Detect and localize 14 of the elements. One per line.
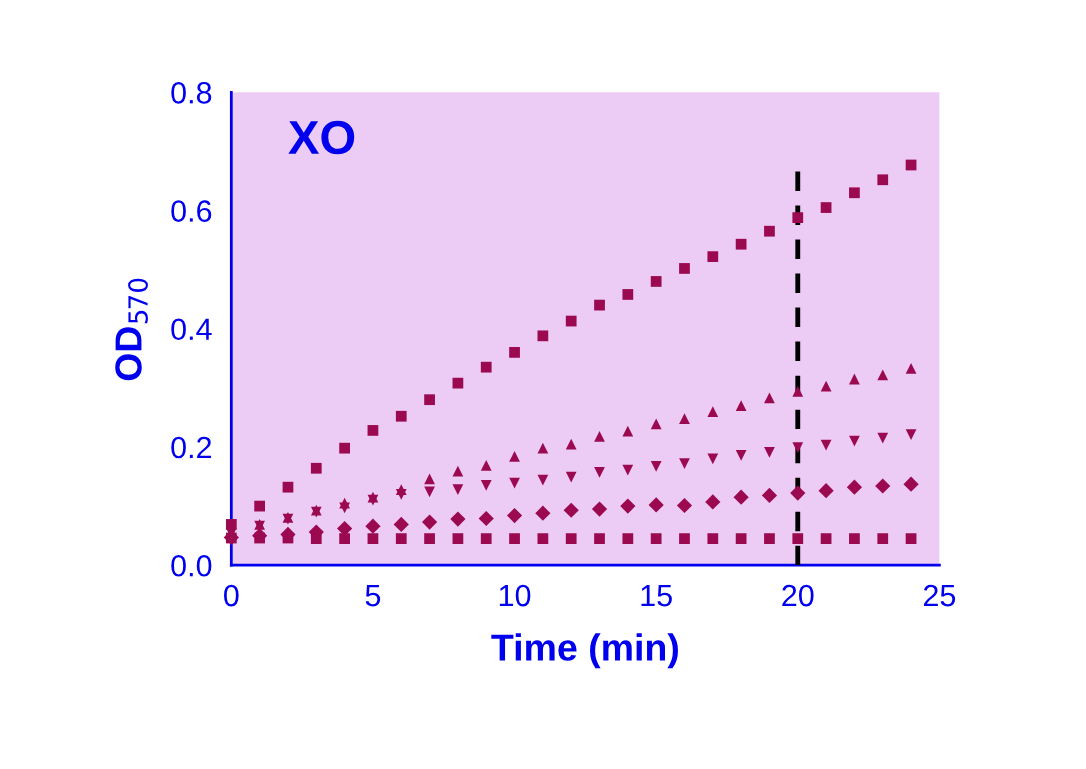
annotation: XO <box>288 120 355 155</box>
x-tick-label: 25 <box>923 584 956 607</box>
y-tick-label: 0.6 <box>171 200 212 222</box>
y-tick-label: 0.4 <box>171 318 212 341</box>
x-tick-label: 0 <box>224 584 239 607</box>
x-tick-label: 10 <box>499 584 531 607</box>
x-tick-label: 5 <box>365 585 381 607</box>
x-axis-title: Time (min) <box>491 633 678 669</box>
y-tick-label: 0.2 <box>171 436 212 459</box>
y-axis-title: OD$_{570}$ <box>115 278 148 381</box>
y-tick-label: 0.0 <box>171 554 212 577</box>
y-tick-label: 0.8 <box>171 82 212 104</box>
x-tick-label: 15 <box>641 585 672 607</box>
x-tick-label: 20 <box>782 584 814 607</box>
